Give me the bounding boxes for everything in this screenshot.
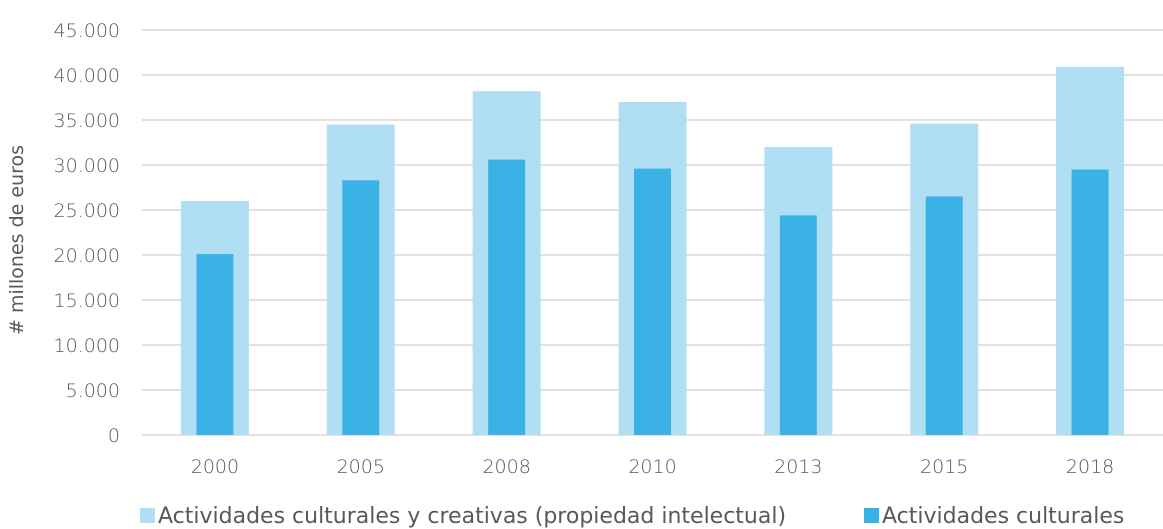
legend-label-culturales-creativas: Actividades culturales y creativas (prop… bbox=[158, 504, 786, 529]
y-tick-label: 0 bbox=[108, 425, 120, 447]
x-tick-label: 2018 bbox=[1066, 456, 1114, 478]
y-tick-label: 45.000 bbox=[54, 20, 120, 42]
y-tick-label: 40.000 bbox=[54, 65, 120, 87]
y-tick-label: 5.000 bbox=[66, 380, 120, 402]
x-tick-label: 2010 bbox=[628, 456, 676, 478]
y-axis-title: # millones de euros bbox=[6, 145, 28, 335]
bar-culturales-2000 bbox=[196, 254, 234, 435]
x-tick-label: 2015 bbox=[920, 456, 968, 478]
y-tick-label: 35.000 bbox=[54, 110, 120, 132]
y-tick-label: 30.000 bbox=[54, 155, 120, 177]
x-tick-label: 2013 bbox=[774, 456, 822, 478]
bar-culturales-2010 bbox=[634, 168, 671, 435]
y-tick-label: 15.000 bbox=[54, 290, 120, 312]
legend-label-culturales: Actividades culturales bbox=[882, 504, 1124, 529]
bar-culturales-2005 bbox=[342, 180, 380, 435]
legend-swatch-culturales bbox=[864, 508, 879, 523]
x-tick-label: 2005 bbox=[337, 456, 385, 478]
bar-culturales-2018 bbox=[1071, 169, 1109, 435]
y-tick-label: 25.000 bbox=[54, 200, 120, 222]
x-axis-tick-labels: 2000 2005 2008 2010 2013 2015 2018 bbox=[191, 456, 1115, 478]
bar-culturales-2015 bbox=[925, 196, 963, 435]
y-tick-label: 10.000 bbox=[54, 335, 120, 357]
x-tick-label: 2008 bbox=[482, 456, 530, 478]
x-tick-label: 2000 bbox=[191, 456, 239, 478]
series-culturales-bars bbox=[196, 159, 1109, 435]
y-tick-label: 20.000 bbox=[54, 245, 120, 267]
legend-swatch-culturales-creativas bbox=[140, 508, 155, 523]
bar-culturales-2013 bbox=[779, 215, 817, 435]
y-axis-tick-labels: 0 5.000 10.000 15.000 20.000 25.000 30.000 35.0… bbox=[54, 20, 120, 447]
bar-culturales-2008 bbox=[488, 159, 526, 435]
legend: Actividades culturales y creativas (prop… bbox=[140, 504, 1124, 529]
